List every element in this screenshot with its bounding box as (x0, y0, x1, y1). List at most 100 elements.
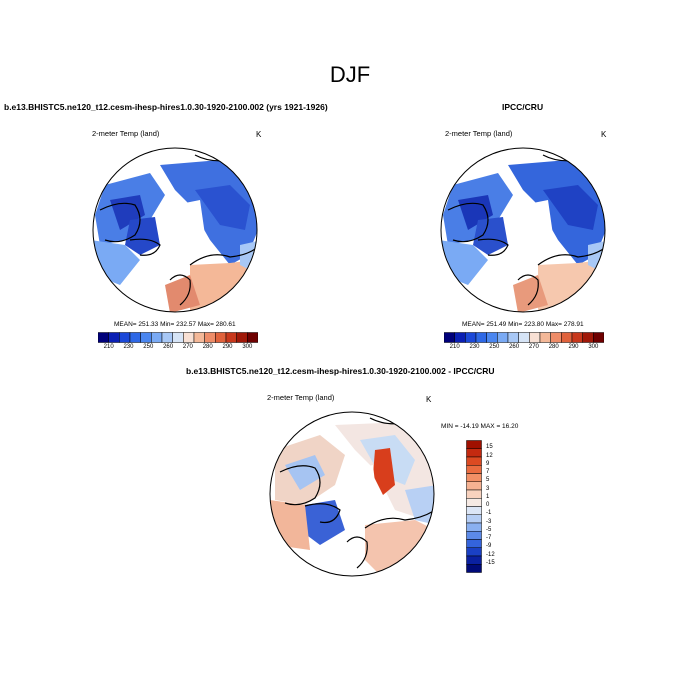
panel-2-colorbar-label: 300 (588, 344, 599, 350)
panel-3-colorbar-label: 7 (486, 469, 490, 475)
panel-2-colorbar-swatch (550, 332, 562, 343)
panel-3-colorbar-label: -15 (486, 559, 495, 566)
panel-3-colorbar-label: -7 (486, 535, 492, 541)
panel-1-map-border (92, 147, 258, 313)
panel-1-colorbar-swatch (98, 332, 109, 343)
panel-2-colorbar-swatch (539, 332, 551, 343)
panel-1-colorbar-swatch (183, 332, 195, 343)
panel-2-colorbar-swatch (561, 332, 573, 343)
panel-2-field (441, 148, 605, 312)
panel-1-colorbar (98, 332, 258, 343)
panel-3-colorbar-label: 15 (486, 444, 493, 451)
panel-2-colorbar-label: 210 (449, 344, 460, 350)
panel-1-colorbar-label: 300 (242, 344, 253, 350)
panel-1-colorbar-label: 270 (182, 344, 193, 350)
panel-3-colorbar-swatch (466, 481, 482, 491)
panel-3-colorbar-label: 1 (486, 493, 490, 500)
panel-3-colorbar-label: 0 (486, 502, 490, 508)
panel-3-field (270, 412, 434, 576)
panel-3-colorbar-label: -5 (486, 526, 492, 533)
panel-3-colorbar-label: -12 (486, 551, 495, 558)
panel-3-colorbar-swatch (466, 514, 482, 524)
panel-3-colorbar-label: 3 (486, 485, 490, 492)
panel-2-coastlines (447, 154, 605, 306)
panel-1-colorbar-swatch (119, 332, 131, 343)
panel-2-colorbar-swatch (454, 332, 466, 343)
page-title: DJF (329, 62, 371, 87)
panel-1-colorbar-ticks: 210 230 250 260 270 280 290 300 (98, 344, 258, 354)
panel-3-colorbar-label: 12 (486, 452, 493, 459)
panel-3-colorbar-swatch (466, 539, 482, 548)
panel-3-colorbar-ticks: 15 12 9 7 5 3 1 0 -1 -3 -5 -7 -9 -12 -15 (486, 440, 510, 573)
panel-3-colorbar-swatch (466, 547, 482, 557)
panel-1-colorbar-swatch (193, 332, 205, 343)
panel-2-unit: K (601, 130, 607, 139)
panel-2-colorbar-ticks: 210 230 250 260 270 280 290 300 (444, 344, 604, 354)
panel-3-colorbar-swatch (466, 440, 482, 449)
panel-3-colorbar-swatch (466, 456, 482, 466)
panel-2-colorbar-label: 270 (528, 344, 539, 350)
panel-1-colorbar-label: 260 (163, 344, 174, 350)
panel-3-colorbar-label: 9 (486, 460, 490, 467)
panel-2-colorbar-swatch (475, 332, 487, 343)
panel-2-colorbar-label: 280 (548, 344, 559, 350)
panel-2-colorbar-swatch (518, 332, 530, 343)
panel-2-colorbar-swatch (593, 332, 604, 343)
panel-1-colorbar-swatch (215, 332, 227, 343)
panel-3-stats: MIN = -14.19 MAX = 16.20 (441, 423, 519, 430)
panel-3-colorbar-swatch (466, 489, 482, 499)
panel-2-colorbar-swatch (582, 332, 594, 343)
panel-1-colorbar-swatch (140, 332, 152, 343)
panel-3-colorbar-swatch (466, 473, 482, 482)
panel-1-colorbar-swatch (236, 332, 248, 343)
panel-1-colorbar-swatch (108, 332, 120, 343)
panel-3-colorbar-swatch (466, 506, 482, 515)
panel-2-var-label: 2-meter Temp (land) (445, 129, 513, 138)
panel-1-colorbar-swatch (172, 332, 184, 343)
panel-1-map (92, 147, 258, 313)
panel-3-colorbar-swatch (466, 522, 482, 532)
panel-1-colorbar-swatch (225, 332, 237, 343)
panel-2-colorbar-swatch (486, 332, 498, 343)
panel-2-stats: MEAN= 251.49 Min= 223.80 Max= 278.91 (462, 321, 584, 328)
panel-3-unit: K (426, 395, 432, 404)
panel-2-colorbar-label: 230 (469, 344, 480, 350)
panel-1-stats: MEAN= 251.33 Min= 232.57 Max= 280.61 (114, 321, 236, 328)
panel-3-colorbar-swatch (466, 564, 482, 573)
panel-2-colorbar-label: 290 (568, 344, 579, 350)
panel-2-colorbar-swatch (444, 332, 455, 343)
panel-1-unit: K (256, 130, 262, 139)
panel-1-colorbar-label: 290 (222, 344, 233, 350)
panel-2-title: IPCC/CRU (502, 102, 544, 112)
panel-3-colorbar-label: 5 (486, 477, 490, 484)
panel-1-colorbar-label: 230 (123, 344, 134, 350)
panel-3-colorbar-label: -9 (486, 543, 492, 550)
panel-2-colorbar-swatch (571, 332, 583, 343)
panel-2-colorbar-swatch (497, 332, 509, 343)
panel-3-colorbar-label: -1 (486, 510, 492, 517)
panel-3-title: b.e13.BHISTC5.ne120_t12.cesm-ihesp-hires… (186, 366, 495, 376)
panel-1-colorbar-swatch (247, 332, 258, 343)
panel-3-var-label: 2-meter Temp (land) (267, 393, 335, 402)
panel-2-map-border (440, 147, 606, 313)
panel-3-colorbar (466, 440, 482, 573)
panel-3-colorbar-swatch (466, 465, 482, 474)
panel-1-colorbar-swatch (204, 332, 216, 343)
panel-2-colorbar-swatch (529, 332, 541, 343)
panel-2-colorbar (444, 332, 604, 343)
panel-2-colorbar-swatch (465, 332, 477, 343)
panel-3-colorbar-swatch (466, 555, 482, 565)
panel-2-colorbar-label: 260 (509, 344, 520, 350)
panel-1-colorbar-label: 250 (143, 344, 154, 350)
panel-3-colorbar-swatch (466, 531, 482, 540)
panel-1-colorbar-label: 280 (202, 344, 213, 350)
panel-1-coastlines (99, 154, 257, 306)
panel-3-colorbar-swatch (466, 448, 482, 458)
panel-1-colorbar-swatch (129, 332, 141, 343)
panel-1-title: b.e13.BHISTC5.ne120_t12.cesm-ihesp-hires… (4, 102, 328, 112)
panel-1-colorbar-swatch (151, 332, 163, 343)
panel-3-map-border (269, 411, 435, 577)
panel-1-field (93, 148, 257, 312)
panel-3-colorbar-swatch (466, 498, 482, 507)
panel-1-colorbar-swatch (161, 332, 173, 343)
